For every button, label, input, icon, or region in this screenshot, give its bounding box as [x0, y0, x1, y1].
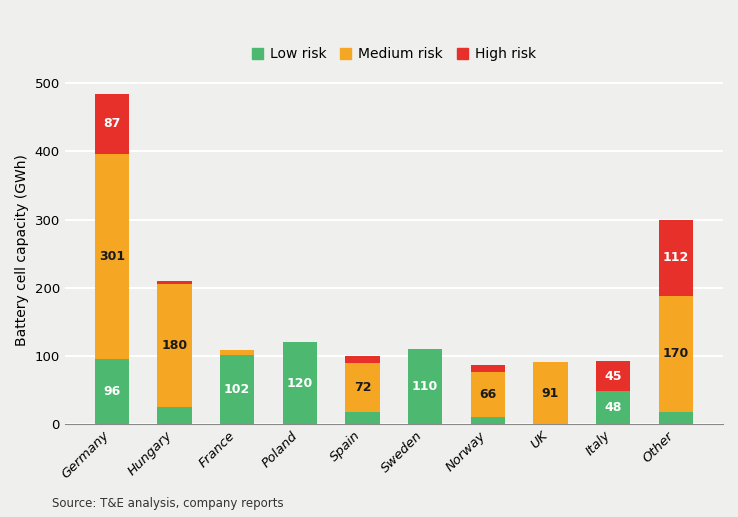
Text: 66: 66	[479, 388, 497, 401]
Bar	[596, 361, 630, 391]
Text: 48: 48	[604, 401, 622, 414]
Text: 301: 301	[99, 250, 125, 263]
Bar	[94, 154, 129, 359]
Bar	[408, 349, 442, 424]
Bar	[345, 356, 380, 363]
Text: 110: 110	[412, 380, 438, 393]
Bar	[471, 372, 505, 417]
Text: 112: 112	[663, 251, 689, 264]
Bar	[283, 342, 317, 424]
Text: 87: 87	[103, 117, 120, 130]
Y-axis label: Battery cell capacity (GWh): Battery cell capacity (GWh)	[15, 155, 29, 346]
Text: 180: 180	[162, 339, 187, 352]
Bar	[157, 281, 192, 284]
Text: 72: 72	[354, 381, 371, 394]
Bar	[471, 366, 505, 372]
Bar	[658, 296, 693, 412]
Text: 170: 170	[663, 347, 689, 360]
Bar	[157, 284, 192, 407]
Text: 91: 91	[542, 387, 559, 400]
Bar	[345, 412, 380, 424]
Bar	[220, 355, 255, 424]
Text: Source: T&E analysis, company reports: Source: T&E analysis, company reports	[52, 497, 283, 510]
Text: 45: 45	[604, 370, 622, 383]
Text: 120: 120	[286, 377, 313, 390]
Bar	[471, 417, 505, 424]
Legend: Low risk, Medium risk, High risk: Low risk, Medium risk, High risk	[246, 42, 542, 67]
Bar	[596, 391, 630, 424]
Bar	[658, 412, 693, 424]
Text: 102: 102	[224, 383, 250, 396]
Bar	[157, 407, 192, 424]
Text: 96: 96	[103, 385, 120, 398]
Bar	[658, 220, 693, 296]
Bar	[220, 351, 255, 355]
Bar	[94, 94, 129, 154]
Bar	[534, 362, 568, 424]
Bar	[94, 359, 129, 424]
Bar	[345, 363, 380, 412]
